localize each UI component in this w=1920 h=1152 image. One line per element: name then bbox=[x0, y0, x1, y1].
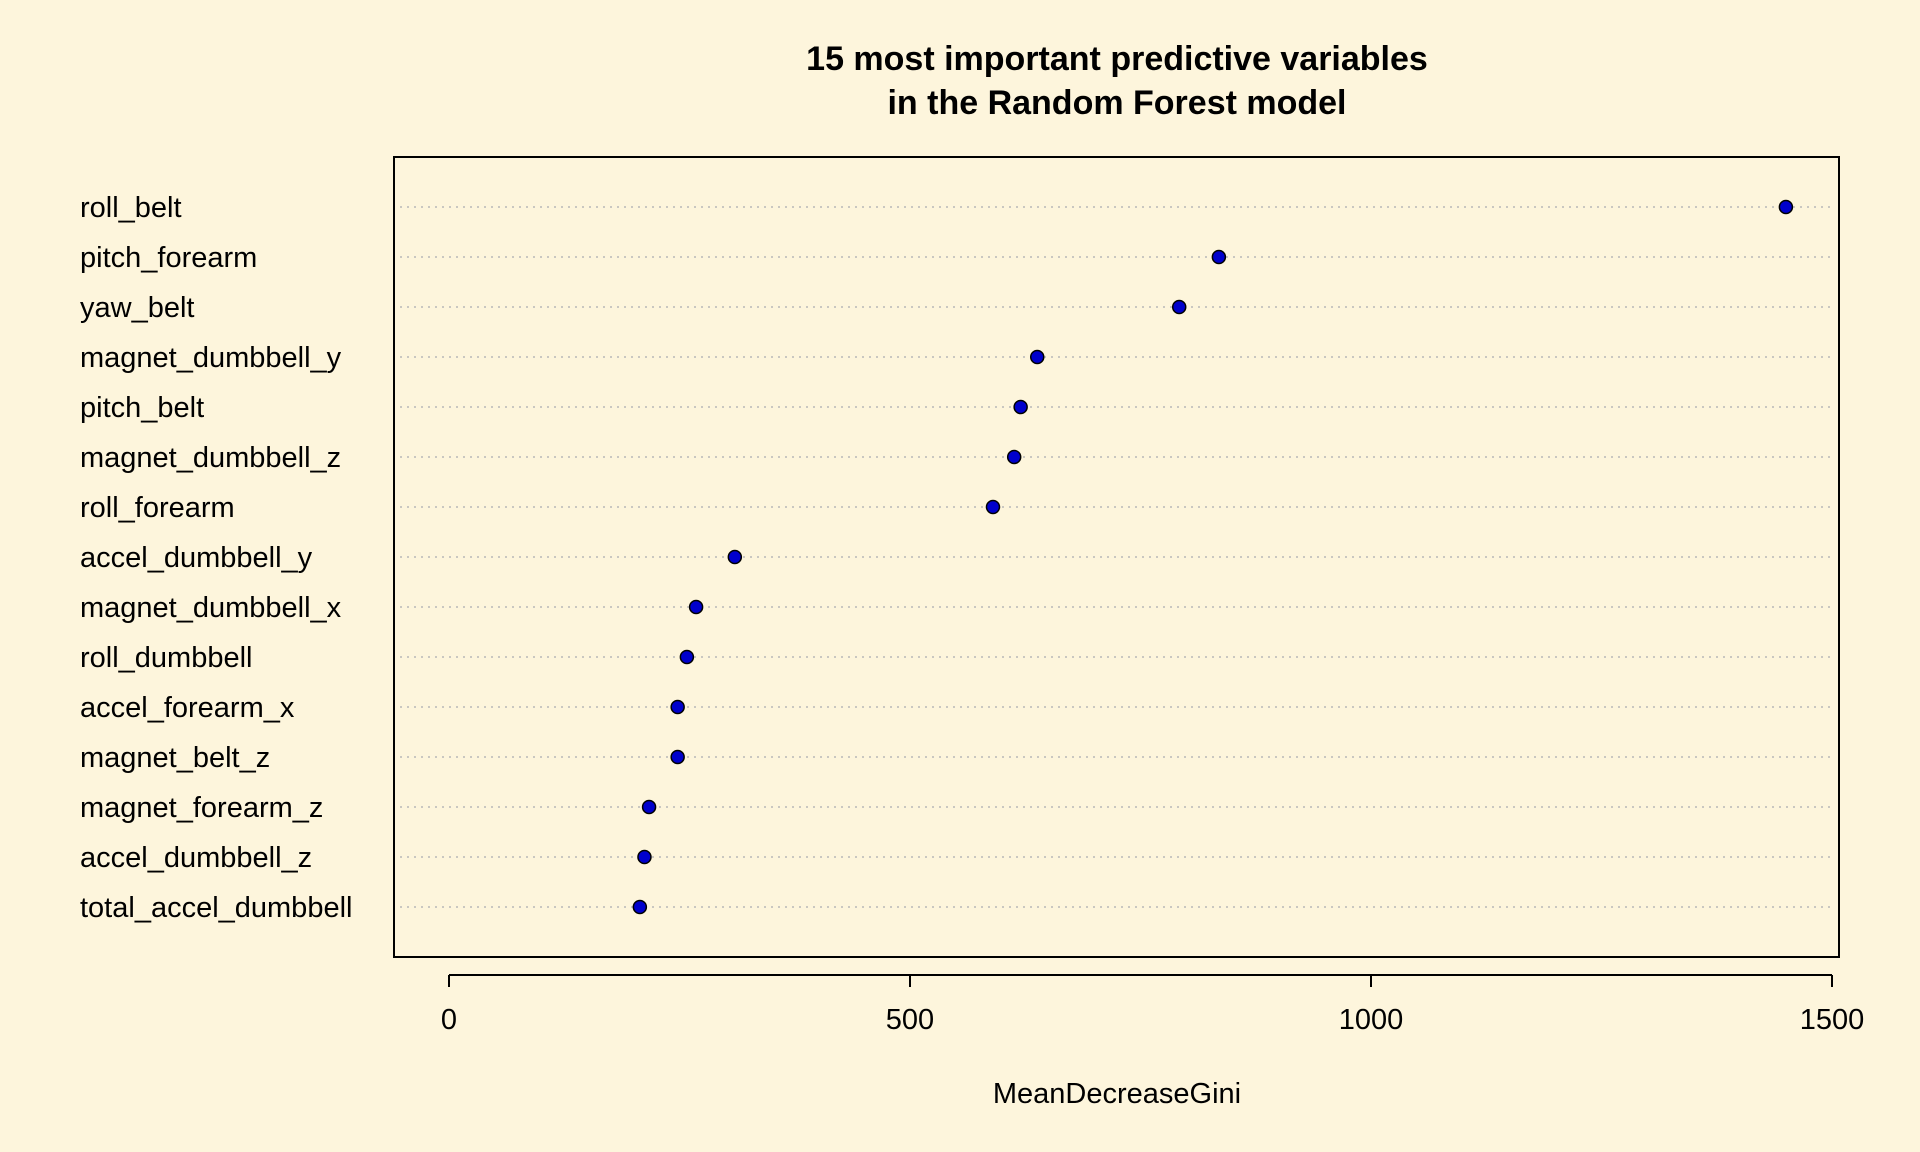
data-point bbox=[985, 499, 1001, 515]
x-tick-label: 1500 bbox=[1800, 1004, 1865, 1036]
x-axis-title: MeanDecreaseGini bbox=[993, 1078, 1241, 1110]
chart-title-line-1: 15 most important predictive variables bbox=[806, 40, 1428, 78]
category-labels: roll_belt pitch_forearm yaw_belt magnet_dum… bbox=[80, 192, 352, 924]
x-tick-label: 500 bbox=[886, 1004, 934, 1036]
data-point bbox=[688, 599, 704, 615]
data-point bbox=[1006, 449, 1022, 465]
category-label: magnet_dumbbell_x bbox=[80, 592, 342, 624]
data-point bbox=[670, 749, 685, 765]
data-point bbox=[641, 799, 657, 815]
category-label: accel_forearm_x bbox=[80, 692, 295, 724]
category-label: roll_belt bbox=[80, 192, 182, 224]
data-point bbox=[1171, 299, 1187, 315]
category-label: magnet_belt_z bbox=[80, 742, 270, 774]
category-label: accel_dumbbell_z bbox=[80, 842, 312, 874]
data-point bbox=[670, 699, 685, 715]
category-label: magnet_dumbbell_y bbox=[80, 342, 342, 374]
category-label: magnet_dumbbell_z bbox=[80, 442, 341, 474]
data-point bbox=[637, 849, 652, 865]
data-point bbox=[1029, 349, 1045, 365]
data-point bbox=[727, 549, 743, 565]
guide-lines bbox=[400, 206, 1833, 908]
x-axis: 0 500 1000 1500 bbox=[441, 974, 1865, 1036]
category-label: pitch_belt bbox=[80, 392, 204, 424]
plot-area-border bbox=[393, 156, 1840, 958]
data-point bbox=[1778, 199, 1794, 215]
data-point bbox=[679, 649, 695, 665]
chart-title-line-2: in the Random Forest model bbox=[887, 84, 1346, 122]
x-tick-label: 1000 bbox=[1339, 1004, 1404, 1036]
category-label: magnet_forearm_z bbox=[80, 792, 323, 824]
category-label: accel_dumbbell_y bbox=[80, 542, 313, 574]
data-points bbox=[632, 199, 1794, 915]
x-tick-label: 0 bbox=[441, 1004, 457, 1036]
data-point bbox=[1211, 249, 1227, 265]
data-point bbox=[632, 899, 648, 915]
category-label: yaw_belt bbox=[80, 292, 194, 324]
category-label: roll_forearm bbox=[80, 492, 235, 524]
category-label: roll_dumbbell bbox=[80, 642, 253, 674]
data-point bbox=[1013, 399, 1028, 415]
category-label: pitch_forearm bbox=[80, 242, 257, 274]
category-label: total_accel_dumbbell bbox=[80, 892, 352, 924]
